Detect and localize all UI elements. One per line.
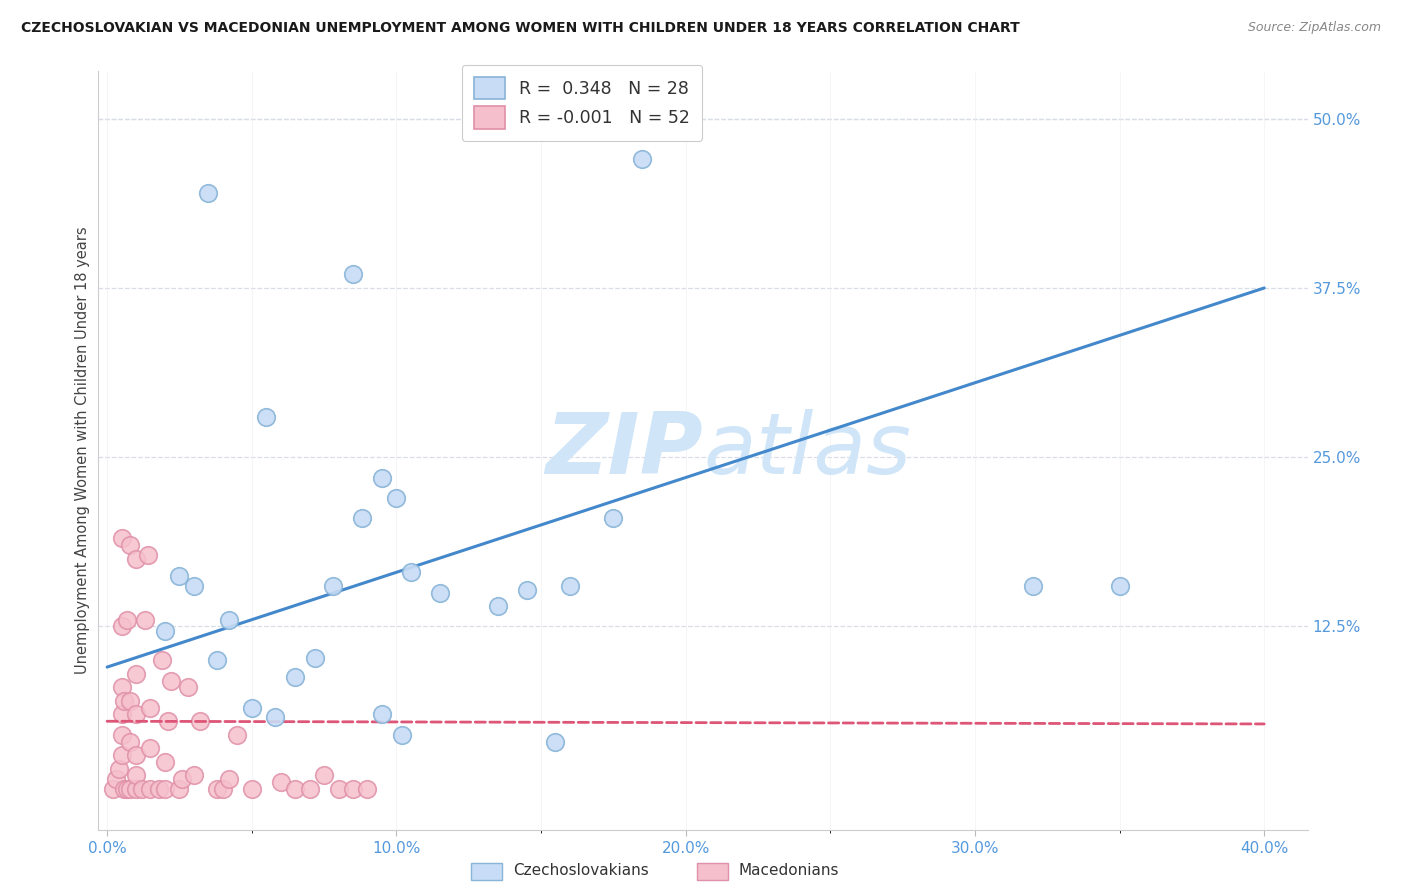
Point xyxy=(131,781,153,796)
Point xyxy=(399,566,422,580)
Point xyxy=(385,491,408,505)
Point xyxy=(110,707,132,722)
Point xyxy=(125,666,148,681)
Point xyxy=(120,694,142,708)
Point xyxy=(104,772,127,787)
Point xyxy=(183,768,205,782)
Point xyxy=(602,511,624,525)
Point xyxy=(114,694,136,708)
Point xyxy=(391,728,413,742)
Point xyxy=(515,582,537,597)
Point xyxy=(350,511,373,525)
Point xyxy=(486,599,509,614)
Point xyxy=(328,781,350,796)
Point xyxy=(153,781,176,796)
Point xyxy=(226,728,249,742)
Point xyxy=(183,579,205,593)
Point xyxy=(110,532,132,546)
Point xyxy=(153,755,176,769)
Point xyxy=(120,734,142,748)
Text: Czechoslovakians: Czechoslovakians xyxy=(513,863,650,878)
Text: Macedonians: Macedonians xyxy=(738,863,838,878)
Point xyxy=(125,781,148,796)
Point xyxy=(211,781,233,796)
Point xyxy=(558,579,581,593)
Point xyxy=(188,714,211,729)
Text: CZECHOSLOVAKIAN VS MACEDONIAN UNEMPLOYMENT AMONG WOMEN WITH CHILDREN UNDER 18 YE: CZECHOSLOVAKIAN VS MACEDONIAN UNEMPLOYME… xyxy=(21,21,1019,35)
Point xyxy=(429,585,451,599)
Point xyxy=(107,762,129,776)
Point xyxy=(218,772,240,787)
Point xyxy=(125,707,148,722)
Point xyxy=(342,781,364,796)
Point xyxy=(177,681,200,695)
Y-axis label: Unemployment Among Women with Children Under 18 years: Unemployment Among Women with Children U… xyxy=(75,227,90,674)
Point xyxy=(139,781,162,796)
Point xyxy=(371,470,394,484)
Point xyxy=(270,775,292,789)
Point xyxy=(148,781,170,796)
Point xyxy=(240,781,263,796)
Point xyxy=(197,186,219,201)
Point xyxy=(110,681,132,695)
Point xyxy=(117,781,139,796)
Point xyxy=(631,153,654,167)
Point xyxy=(1108,579,1130,593)
Point xyxy=(117,613,139,627)
Point xyxy=(125,551,148,566)
Point xyxy=(342,268,364,282)
Point xyxy=(254,409,277,424)
Point xyxy=(110,728,132,742)
Point xyxy=(156,714,179,729)
Point xyxy=(205,781,228,796)
Point xyxy=(169,569,191,583)
Point xyxy=(150,653,173,667)
Point xyxy=(110,748,132,763)
Point xyxy=(139,700,162,714)
Point xyxy=(284,669,307,683)
Point xyxy=(136,548,159,562)
Text: atlas: atlas xyxy=(703,409,911,492)
Point xyxy=(284,781,307,796)
Point xyxy=(371,707,394,722)
Point xyxy=(134,613,156,627)
Point xyxy=(298,781,321,796)
Point xyxy=(218,613,240,627)
Point xyxy=(544,734,567,748)
Point xyxy=(159,673,181,688)
Point xyxy=(120,538,142,552)
Text: ZIP: ZIP xyxy=(546,409,703,492)
Point xyxy=(101,781,124,796)
Point xyxy=(120,781,142,796)
Legend: R =  0.348   N = 28, R = -0.001   N = 52: R = 0.348 N = 28, R = -0.001 N = 52 xyxy=(463,65,702,141)
Point xyxy=(114,781,136,796)
Point xyxy=(110,619,132,633)
Point xyxy=(169,781,191,796)
Point xyxy=(172,772,194,787)
Point xyxy=(125,748,148,763)
Point xyxy=(312,768,335,782)
Text: Source: ZipAtlas.com: Source: ZipAtlas.com xyxy=(1247,21,1381,34)
Point xyxy=(356,781,378,796)
Point xyxy=(240,700,263,714)
Point xyxy=(125,768,148,782)
Point xyxy=(322,579,344,593)
Point xyxy=(153,624,176,638)
Point xyxy=(205,653,228,667)
Point xyxy=(264,710,287,724)
Point xyxy=(1022,579,1045,593)
Point xyxy=(304,650,326,665)
Point xyxy=(139,741,162,756)
